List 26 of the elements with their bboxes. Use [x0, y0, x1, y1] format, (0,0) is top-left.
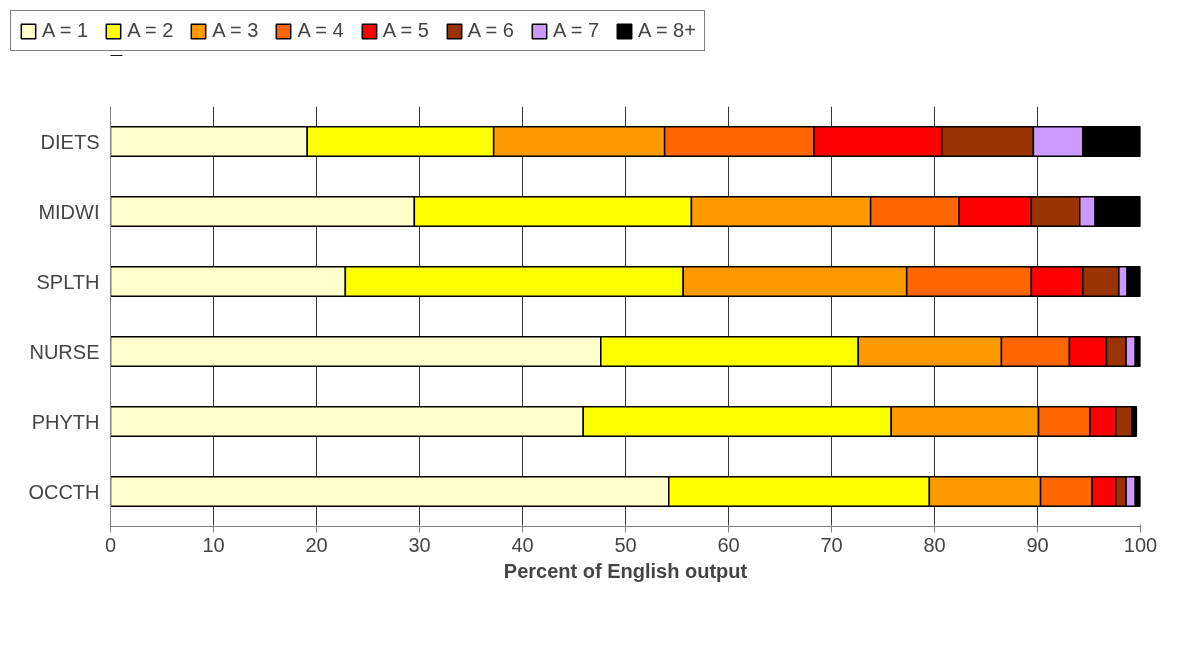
- x-tick-label: 40: [511, 533, 534, 556]
- x-tick-label: 60: [717, 533, 740, 556]
- legend-label: A = 3: [212, 19, 259, 42]
- legend-label: A = 5: [382, 19, 429, 42]
- x-tick-label: 80: [923, 533, 946, 556]
- x-axis-title: Percent of English output: [503, 559, 748, 582]
- legend-label: A = 4: [297, 19, 344, 42]
- y-tick-label: PHYTH: [31, 410, 100, 433]
- x-tick-label: 50: [614, 533, 637, 556]
- x-tick-label: 10: [202, 533, 225, 556]
- x-tick-label: 20: [305, 533, 328, 556]
- x-tick-label: 30: [408, 533, 431, 556]
- legend-label: A = 6: [467, 19, 514, 42]
- y-tick-label: DIETS: [40, 130, 100, 153]
- x-tick-label: 90: [1026, 533, 1049, 556]
- y-tick-label: MIDWI: [38, 200, 100, 223]
- legend-label: A = 2: [127, 19, 174, 42]
- legend-label: A = 1: [42, 19, 89, 42]
- legend-label: A = 7: [552, 19, 600, 42]
- y-tick-label: SPLTH: [36, 270, 100, 293]
- x-tick-label: 70: [820, 533, 843, 556]
- y-tick-label: NURSE: [29, 340, 100, 363]
- y-tick-label: OCCTH: [28, 480, 100, 503]
- x-tick-label: 0: [104, 533, 117, 556]
- legend-label: A = 8+: [638, 19, 696, 42]
- x-tick-label: 100: [1123, 533, 1158, 556]
